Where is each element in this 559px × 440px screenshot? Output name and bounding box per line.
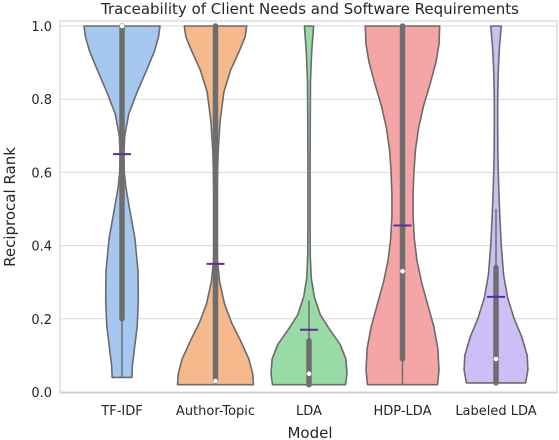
median-dot — [400, 268, 405, 274]
violin-author-topic — [176, 23, 255, 386]
y-tick-labels: 0.0 0.2 0.4 0.6 0.8 1.0 — [31, 20, 52, 401]
y-tick-label: 0.0 — [31, 386, 52, 401]
violin-hdp-lda — [364, 23, 441, 386]
x-tick-label: Labeled LDA — [455, 404, 536, 419]
x-tick-label: TF-IDF — [100, 404, 142, 419]
y-tick-label: 0.6 — [31, 166, 52, 181]
median-dot — [306, 371, 312, 377]
violin-body — [270, 25, 348, 386]
x-tick-label: HDP-LDA — [374, 404, 432, 419]
x-tick-label: Author-Topic — [176, 404, 255, 419]
violin-body — [463, 25, 529, 384]
y-tick-label: 1.0 — [31, 20, 52, 35]
y-tick-label: 0.8 — [31, 93, 52, 108]
y-tick-label: 0.4 — [31, 240, 52, 255]
y-axis-label: Reciprocal Rank — [1, 147, 19, 267]
violins — [83, 23, 529, 388]
median-dot — [493, 356, 499, 362]
x-tick-label: LDA — [296, 404, 322, 419]
violin-lda — [270, 25, 348, 388]
median-dot — [213, 378, 218, 384]
violin-labeled-lda — [463, 25, 529, 386]
x-tick-labels: TF-IDF Author-Topic LDA HDP-LDA Labeled LDA — [100, 404, 537, 419]
chart-title: Traceability of Client Needs and Softwar… — [100, 0, 519, 18]
plot-frame — [59, 20, 558, 394]
y-tick-label: 0.2 — [31, 313, 52, 328]
median-dot — [119, 23, 125, 29]
violin-tf-idf — [83, 23, 161, 379]
x-axis-label: Model — [287, 424, 332, 440]
